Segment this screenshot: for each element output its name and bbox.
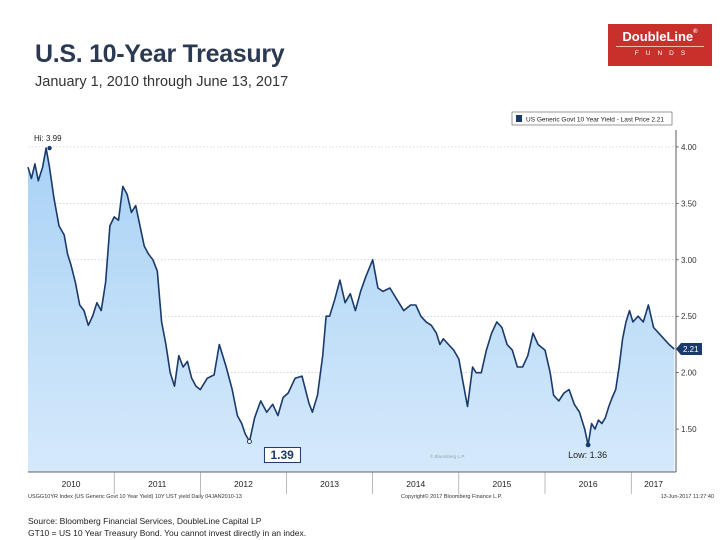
- page-title: U.S. 10-Year Treasury: [35, 40, 285, 68]
- last-price-tag: [676, 342, 702, 355]
- low-2012-marker: [246, 439, 252, 445]
- low-label: Low: 1.36: [568, 450, 607, 460]
- watermark: © Bloomberg L.P.: [430, 453, 465, 459]
- y-tick-label: 2.50: [681, 312, 697, 321]
- x-tick-label: 2015: [492, 479, 511, 489]
- hi-marker: [47, 145, 52, 151]
- logo-sub: FUNDS: [634, 50, 693, 57]
- x-tick-label: 2014: [406, 479, 425, 489]
- x-tick-label: 2016: [579, 479, 598, 489]
- x-tick-label: 2017: [644, 479, 663, 489]
- logo-reg-mark: ®: [693, 29, 698, 35]
- last-price-label: 2.21: [683, 345, 699, 354]
- bloomberg-timestamp: 13-Jun-2017 11:27:40: [661, 494, 714, 500]
- y-tick-label: 4.00: [681, 143, 697, 152]
- low-marker: [585, 442, 591, 448]
- low-2012-box: [263, 447, 301, 464]
- source-note: Source: Bloomberg Financial Services, Do…: [28, 516, 262, 526]
- yield-series-line: [27, 147, 675, 446]
- y-tick-label: 3.00: [681, 256, 697, 265]
- x-tick-label: 2010: [62, 479, 81, 489]
- legend-swatch: [516, 115, 522, 122]
- yield-area: [28, 148, 675, 472]
- logo-divider: [616, 46, 704, 47]
- x-tick-label: 2011: [148, 479, 167, 489]
- bloomberg-index-note: USGG10YR Index (US Generic Govt 10 Year …: [28, 494, 242, 500]
- y-tick-label: 2.00: [681, 369, 697, 378]
- x-tick-label: 2013: [320, 479, 339, 489]
- x-tick-label: 2012: [234, 479, 253, 489]
- page-subtitle: January 1, 2010 through June 13, 2017: [35, 74, 289, 90]
- hi-label: Hi: 3.99: [34, 134, 62, 143]
- y-tick-label: 1.50: [681, 425, 697, 434]
- legend-label: US Generic Govt 10 Year Yield - Last Pri…: [526, 117, 664, 124]
- low-2012-label: 1.39: [270, 448, 294, 462]
- logo-brand: DoubleLine: [622, 29, 694, 44]
- legend: US Generic Govt 10 Year Yield - Last Pri…: [511, 111, 673, 126]
- index-note: GT10 = US 10 Year Treasury Bond. You can…: [28, 528, 307, 538]
- doubleline-logo: DoubleLine® FUNDS: [608, 24, 712, 66]
- y-tick-label: 3.50: [681, 199, 697, 208]
- bloomberg-copyright: Copyright© 2017 Bloomberg Finance L.P.: [401, 493, 503, 500]
